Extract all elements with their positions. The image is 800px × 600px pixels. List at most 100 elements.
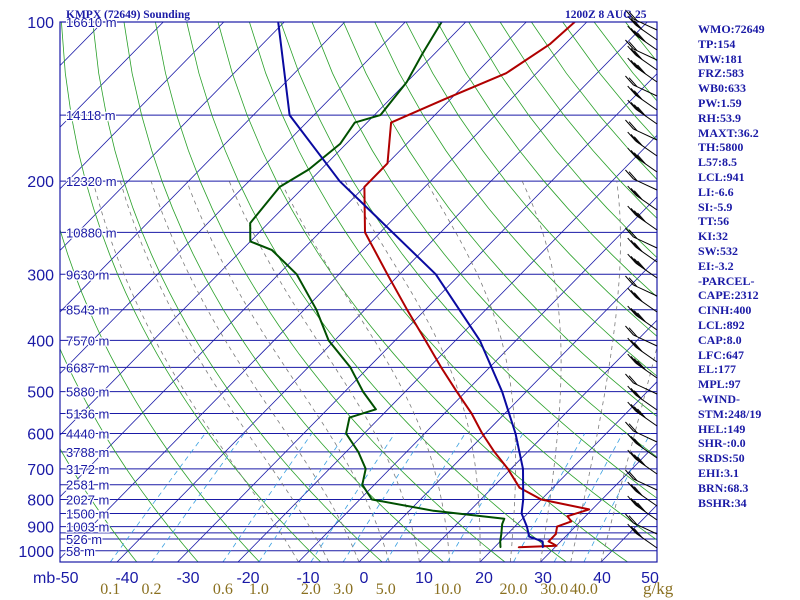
stat-item: CAP:8.0 bbox=[698, 332, 742, 347]
isotherm-line bbox=[60, 22, 406, 375]
mixing-ratio-unit: g/kg bbox=[643, 579, 674, 598]
dewpoint-point bbox=[371, 498, 373, 501]
stat-item: STM:248/19 bbox=[698, 406, 762, 421]
temperature-point bbox=[505, 72, 508, 74]
height-label: 1500 m bbox=[66, 506, 109, 521]
parcel-point bbox=[479, 339, 481, 342]
stats-panel: WMO:72649 TP:154 MW:181 FRZ:583 WB0:633 PW:1.… bbox=[698, 22, 798, 510]
parcel-point bbox=[520, 512, 523, 515]
isotherm-line bbox=[116, 22, 648, 562]
height-label: 6687 m bbox=[66, 360, 109, 375]
temperature-point bbox=[518, 487, 521, 489]
temperature-point bbox=[364, 231, 366, 234]
parcel-point bbox=[435, 273, 437, 276]
parcel-point bbox=[528, 535, 530, 538]
moist-adiabat bbox=[186, 181, 390, 562]
parcel-point bbox=[541, 540, 544, 543]
wind-barb bbox=[625, 275, 658, 297]
dry-adiabat bbox=[437, 22, 657, 298]
mixing-ratio-line bbox=[447, 433, 524, 562]
dewpoint-point bbox=[278, 186, 281, 188]
temp-tick-label: 30 bbox=[534, 570, 552, 587]
dewpoint-point bbox=[348, 416, 351, 419]
wind-barb bbox=[625, 75, 658, 97]
wind-barb bbox=[627, 147, 658, 173]
temp-tick-label: 40 bbox=[593, 570, 611, 587]
wind-barb bbox=[627, 495, 658, 521]
dewpoint-point bbox=[503, 518, 506, 520]
dewpoint-point bbox=[501, 523, 504, 525]
wind-barb bbox=[627, 85, 658, 111]
wind-barb bbox=[627, 287, 658, 313]
dewpoint-point bbox=[345, 432, 347, 435]
parcel-point bbox=[288, 114, 291, 116]
stat-item: HEL:149 bbox=[698, 421, 746, 436]
isobars bbox=[60, 21, 657, 552]
temp-tick-label: -40 bbox=[115, 570, 138, 587]
stat-item: LCL:892 bbox=[698, 317, 745, 332]
stat-item: BSHR:34 bbox=[698, 495, 747, 510]
station-title: KMPX (72649) Sounding bbox=[66, 9, 190, 21]
moist-adiabat bbox=[344, 181, 481, 562]
mixing-ratio-line bbox=[258, 433, 347, 562]
wind-barb bbox=[625, 513, 658, 535]
stat-item: SI:-5.9 bbox=[698, 199, 733, 214]
dry-adiabat bbox=[405, 22, 657, 337]
dewpoint-point bbox=[249, 240, 252, 243]
moist-adiabat bbox=[92, 181, 299, 562]
mixing-ratio-line bbox=[151, 433, 245, 562]
mixing-ratio-label: 3.0 bbox=[333, 581, 353, 598]
isotherm-line bbox=[60, 22, 467, 436]
dewpoint-point bbox=[361, 483, 364, 486]
parcel-point bbox=[501, 390, 503, 393]
dry-adiabat bbox=[343, 22, 657, 417]
moist-adiabat bbox=[228, 181, 420, 562]
height-label: 4440 m bbox=[66, 426, 109, 441]
parcel-point bbox=[522, 498, 524, 501]
dry-adiabat bbox=[123, 22, 444, 562]
height-label: 14118 m bbox=[66, 108, 116, 123]
wind-barb bbox=[627, 45, 658, 71]
wind-barb bbox=[627, 15, 658, 41]
pressure-tick-label: 1000 bbox=[18, 544, 54, 561]
wind-barb bbox=[627, 237, 658, 263]
dry-adiabat bbox=[311, 22, 657, 458]
mixing-ratio-label: 20.0 bbox=[500, 581, 528, 598]
wind-barb bbox=[625, 325, 658, 347]
isotherm-line bbox=[60, 22, 225, 190]
pressure-tick-label: 500 bbox=[27, 385, 54, 402]
stat-item: EHI:3.1 bbox=[698, 465, 740, 480]
isotherm-line bbox=[237, 134, 657, 562]
height-label: 10880 m bbox=[66, 225, 117, 240]
height-label: 16610 m bbox=[66, 15, 117, 30]
moist-adiabat bbox=[150, 181, 360, 562]
plot-frame bbox=[59, 21, 658, 563]
dewpoint-point bbox=[315, 308, 318, 311]
mixing-ratio-line bbox=[342, 433, 426, 562]
stat-item: MAXT:36.2 bbox=[698, 125, 759, 140]
background-lines bbox=[60, 22, 657, 562]
mixing-ratio-label: 1.0 bbox=[249, 581, 269, 598]
dewpoint-point bbox=[499, 540, 502, 543]
axis-labels: 0.1 0.2 0.6 1.0 2.0 3.0 5.0 10.0 20.0 30.0 40.0 g/k… bbox=[18, 14, 674, 598]
temp-tick-label: 50 bbox=[641, 570, 659, 587]
wind-barb bbox=[627, 305, 658, 331]
wind-barb bbox=[625, 39, 658, 61]
stat-item: WMO:72649 bbox=[698, 22, 765, 36]
wind-barb bbox=[627, 253, 658, 279]
stat-item: TT:56 bbox=[698, 214, 730, 229]
wind-barb bbox=[627, 401, 658, 427]
stat-item: LFC:647 bbox=[698, 347, 744, 362]
temperature-point bbox=[390, 121, 392, 124]
pressure-tick-label: 300 bbox=[27, 267, 54, 284]
parcel-point bbox=[522, 468, 524, 470]
stat-item: EI:-3.2 bbox=[698, 258, 734, 273]
dry-adiabat bbox=[374, 22, 657, 377]
stat-item: PW:1.59 bbox=[698, 95, 742, 110]
mixing-ratio-line bbox=[513, 433, 586, 562]
stat-item: -PARCEL- bbox=[698, 273, 755, 288]
wind-barb bbox=[625, 421, 658, 443]
dry-adiabat bbox=[280, 22, 657, 499]
wind-barb bbox=[627, 523, 658, 549]
